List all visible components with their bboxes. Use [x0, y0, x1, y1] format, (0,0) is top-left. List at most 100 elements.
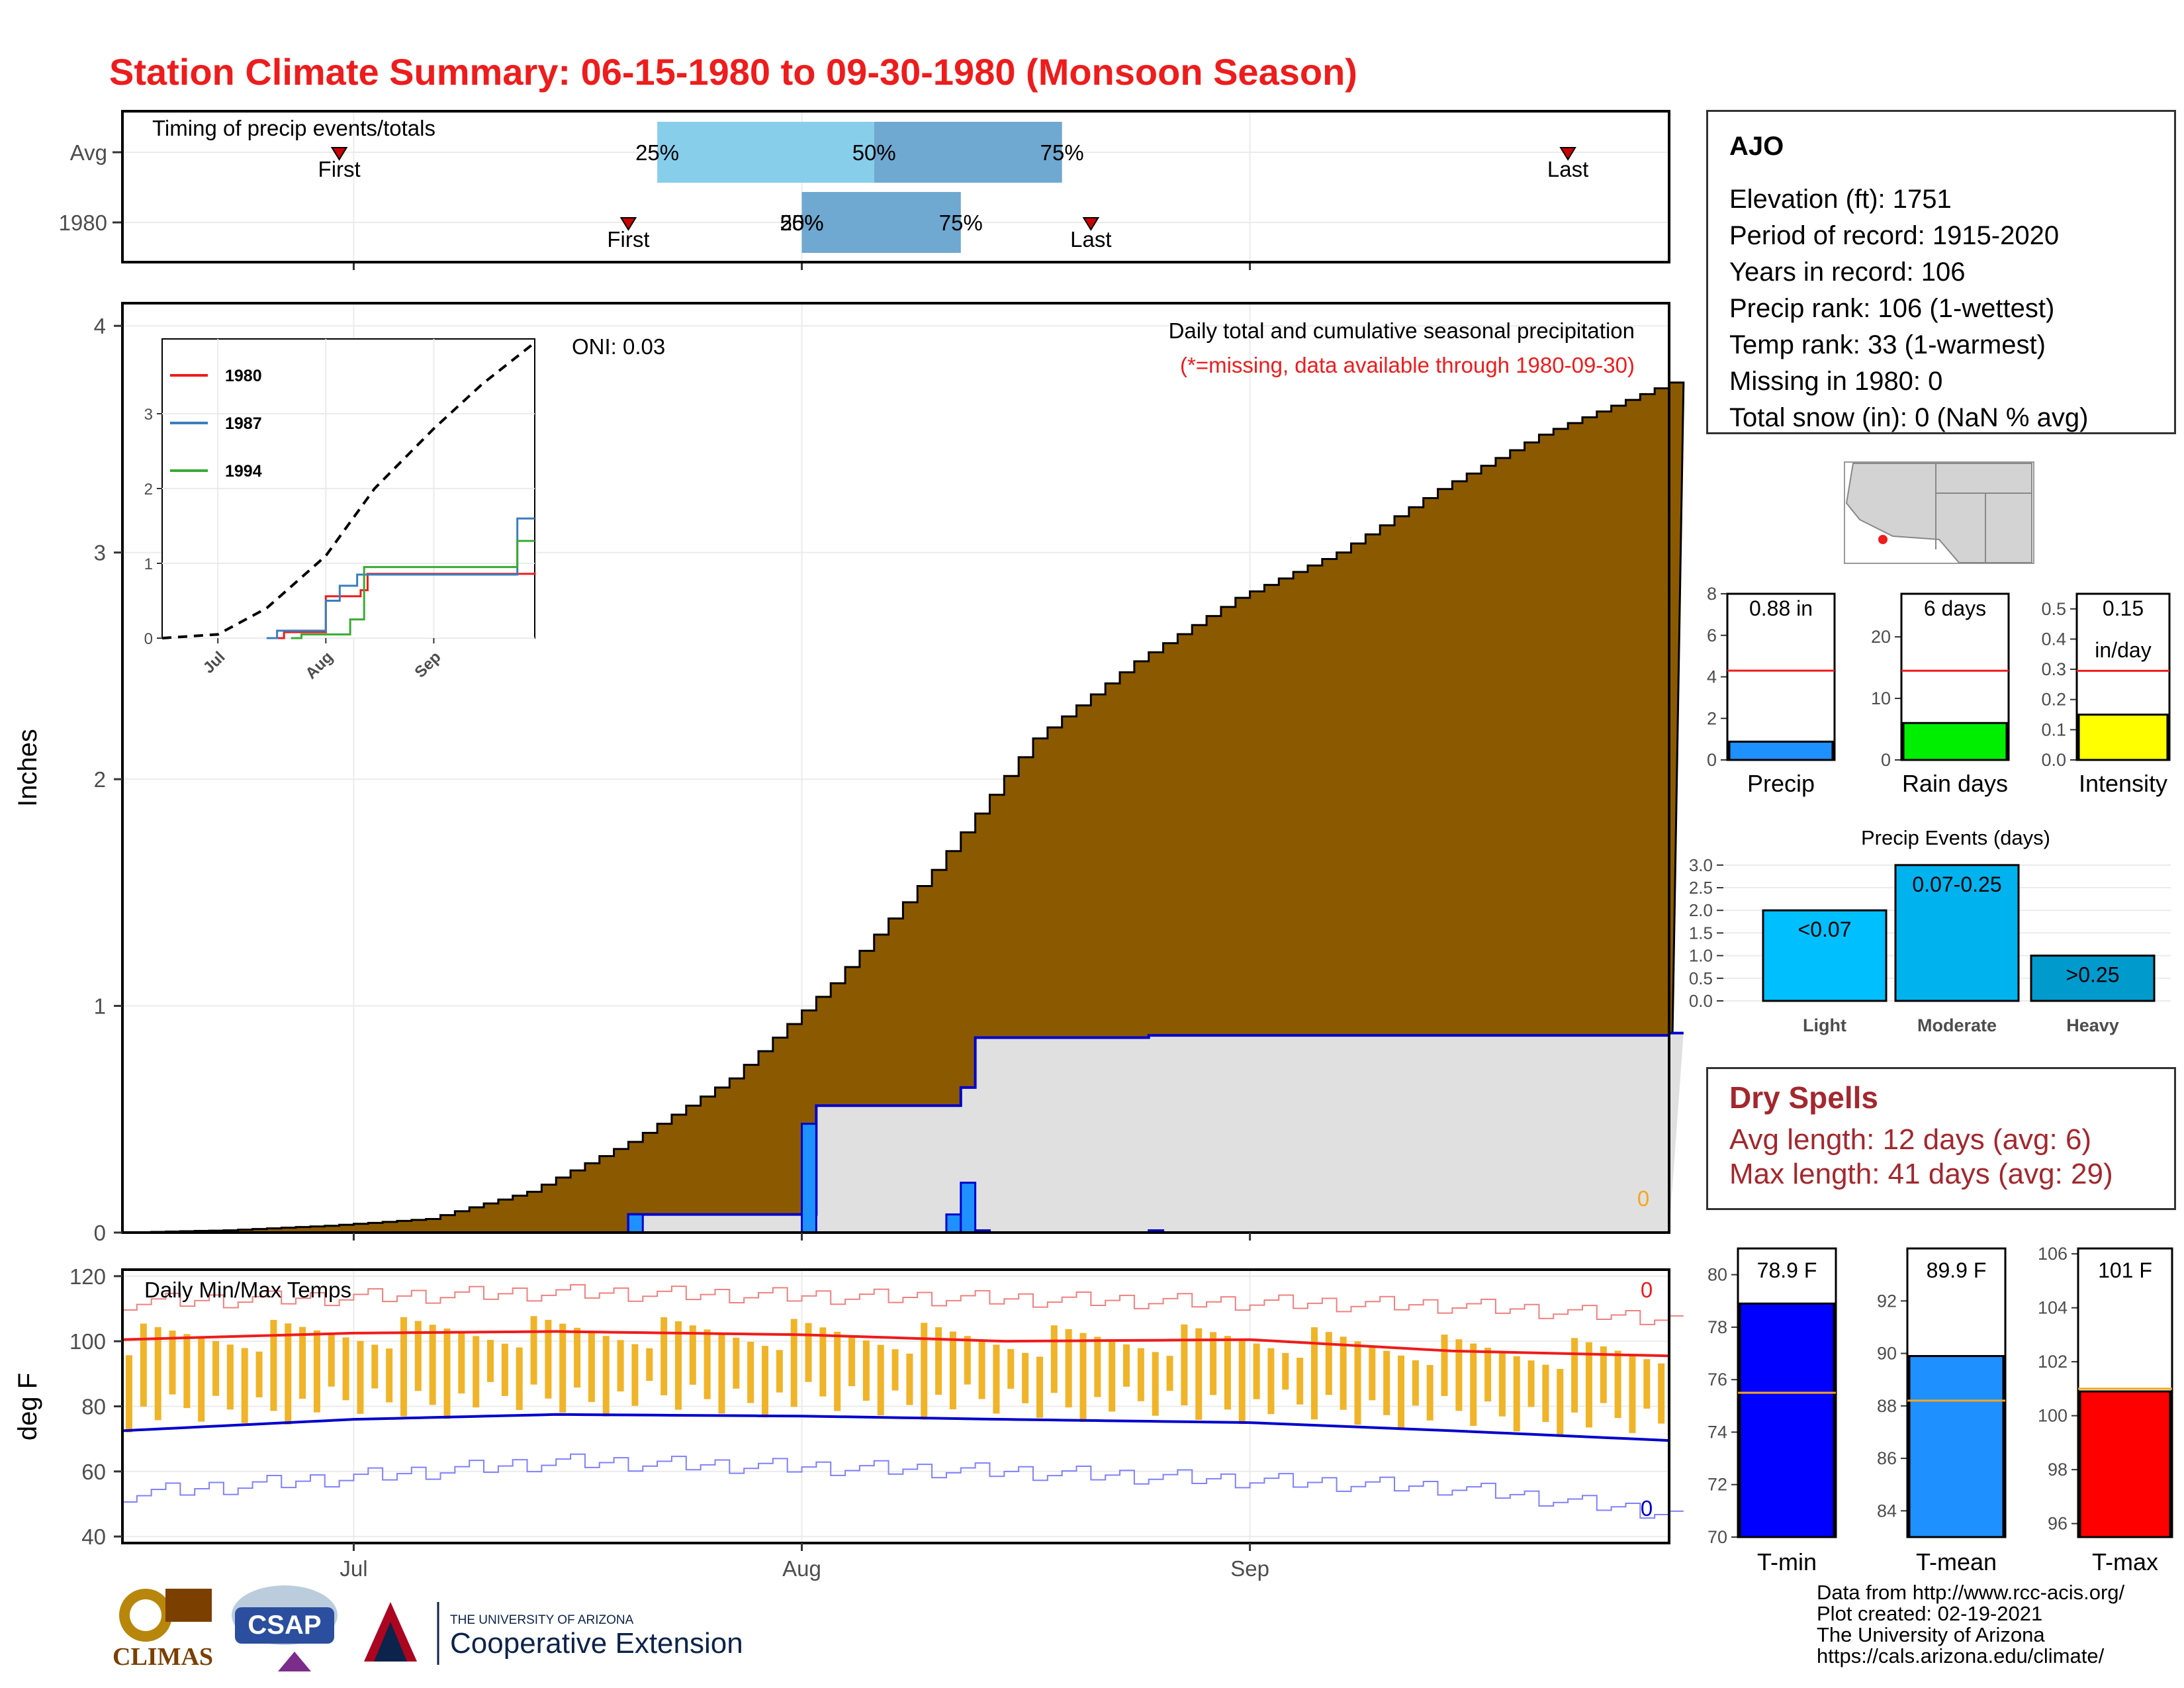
temp-daily-bar — [1297, 1357, 1304, 1405]
summary-value-label: 0.15 — [2103, 596, 2144, 620]
summary-bar-charts: 0 2 4 6 8 0.88 in Precip 0 10 20 6 days Rain days 0.… — [1707, 584, 2171, 797]
temp-daily-bar — [1426, 1365, 1433, 1421]
temp-daily-bar — [993, 1344, 1000, 1414]
temp-daily-bar — [949, 1331, 956, 1409]
temp-daily-bar — [1455, 1339, 1463, 1411]
temp-ytick-label: 80 — [81, 1395, 106, 1419]
summary-ytick-label: 0.4 — [2041, 629, 2066, 649]
temp-xtick-label: Sep — [1230, 1556, 1269, 1581]
timing-first-marker — [619, 217, 637, 231]
events-category-label: Heavy — [2066, 1015, 2119, 1035]
temp-daily-bar — [1253, 1343, 1260, 1399]
inset-xtick-label: Jul — [200, 648, 229, 677]
tempbar-ytick-label: 70 — [1707, 1527, 1727, 1547]
credit-line: Data from http://www.rcc-acis.org/ — [1817, 1581, 2125, 1604]
temp-daily-bar — [776, 1350, 783, 1393]
summary-ytick-label: 0.2 — [2041, 690, 2066, 710]
inset-legend-label: 1987 — [225, 414, 262, 433]
temp-daily-bar — [516, 1347, 523, 1411]
temp-daily-bar — [834, 1331, 841, 1411]
temp-xtick-label: Jul — [340, 1556, 367, 1581]
temp-daily-bar — [617, 1340, 624, 1391]
temp-daily-bar — [964, 1336, 971, 1385]
temp-daily-bar — [574, 1327, 581, 1388]
temp-daily-bar — [1484, 1348, 1492, 1402]
temp-daily-bar — [1065, 1329, 1072, 1408]
temp-daily-bar — [1658, 1363, 1665, 1424]
dry-spells-avg: Avg length: 12 days (avg: 6) — [1729, 1123, 2092, 1156]
precip-ytick-label: 0 — [94, 1221, 106, 1245]
temp-daily-bar — [1079, 1333, 1087, 1423]
temp-daily-bar — [400, 1317, 407, 1417]
summary-ytick-label: 0 — [1707, 750, 1717, 770]
temp-daily-bar — [1527, 1360, 1535, 1407]
temp-daily-bar — [1267, 1348, 1275, 1415]
timing-p25-label: 25% — [780, 211, 824, 235]
temp-daily-bar — [1585, 1342, 1592, 1428]
temp-daily-bar — [473, 1336, 480, 1408]
dry-spells-box: Dry Spells Avg length: 12 days (avg: 6) … — [1706, 1067, 2176, 1210]
timing-last-marker — [1082, 217, 1100, 231]
timing-label: Timing of precip events/totals — [152, 116, 435, 140]
station-temp-rank: Temp rank: 33 (1-warmest) — [1729, 330, 2046, 359]
precip-daily-bar — [945, 1213, 962, 1234]
events-bar-label: >0.25 — [2066, 963, 2120, 987]
inset-chart: 0 1 2 3 Jul Aug Sep 1980 1987 1994 — [144, 338, 536, 682]
temp-label: Daily Min/Max Temps — [144, 1278, 351, 1302]
temp-daily-bar — [386, 1348, 393, 1403]
temp-daily-bar — [140, 1323, 147, 1407]
temp-daily-bar — [646, 1348, 653, 1382]
events-ytick-label: 0.0 — [1689, 991, 1713, 1011]
station-period: Period of record: 1915-2020 — [1729, 221, 2060, 250]
summary-value-label: 6 days — [1924, 596, 1986, 620]
temp-daily-bar — [342, 1337, 349, 1401]
station-precip-rank: Precip rank: 106 (1-wettest) — [1729, 294, 2055, 323]
inset-xtick-label: Aug — [302, 648, 336, 682]
tempbar-t-min — [1739, 1302, 1835, 1538]
temp-ytick-label: 40 — [81, 1524, 106, 1549]
ua-small-text: THE UNIVERSITY OF ARIZONA — [450, 1613, 634, 1627]
timing-row-label: Avg — [70, 140, 107, 165]
events-ytick-label: 1.0 — [1689, 946, 1713, 966]
credit-line: Plot created: 02-19-2021 — [1817, 1602, 2043, 1625]
university-of-arizona-logo: THE UNIVERSITY OF ARIZONA Cooperative Ex… — [364, 1602, 743, 1665]
precip-daily-bar — [627, 1213, 644, 1234]
temp-daily-bar — [285, 1323, 292, 1425]
credit-line: The University of Arizona — [1817, 1623, 2045, 1646]
timing-row-label: 1980 — [59, 211, 107, 235]
station-elevation: Elevation (ft): 1751 — [1729, 185, 1952, 214]
page-title: Station Climate Summary: 06-15-1980 to 0… — [109, 51, 1357, 93]
precip-ytick-label: 3 — [94, 541, 106, 565]
temp-daily-bar — [1238, 1339, 1246, 1425]
temp-daily-bar — [501, 1343, 508, 1396]
precip-avg-area — [122, 381, 1685, 1234]
precip-events-title: Precip Events (days) — [1861, 826, 2050, 849]
events-bar-heavy — [2030, 955, 2156, 1002]
station-location-marker — [1878, 535, 1888, 544]
precip-ytick-label: 4 — [94, 314, 106, 338]
temp-daily-bar — [1614, 1350, 1621, 1419]
temp-daily-bar — [877, 1344, 884, 1416]
temp-daily-bar — [255, 1351, 263, 1397]
timing-p75-label: 75% — [939, 211, 983, 235]
temp-daily-bar — [1498, 1352, 1506, 1417]
temp-daily-bar — [1629, 1354, 1636, 1433]
temp-daily-bar — [212, 1340, 220, 1396]
temp-daily-bar — [1310, 1327, 1318, 1420]
station-info-box: AJO Elevation (ft): 1751 Period of recor… — [1706, 110, 2176, 434]
events-bar-label: 0.07-0.25 — [1912, 872, 2001, 896]
summary-bar-rain-days — [1902, 722, 2008, 761]
temp-daily-bar — [733, 1337, 740, 1389]
temp-daily-bar — [458, 1332, 465, 1394]
temp-ytick-label: 60 — [81, 1460, 106, 1484]
temp-bar-charts: 70 72 74 76 78 80 78.9 F T-min 84 86 88 90 92 89.9 F T… — [1707, 1244, 2173, 1575]
temp-daily-bar — [790, 1319, 797, 1407]
temp-ytick-label: 100 — [69, 1329, 106, 1354]
tempbar-ytick-label: 86 — [1877, 1448, 1897, 1468]
temp-daily-bar — [906, 1353, 913, 1405]
temp-daily-bar — [357, 1340, 364, 1414]
inset-ytick-label: 1 — [144, 555, 153, 573]
temp-daily-bar — [891, 1349, 899, 1391]
events-ytick-label: 0.5 — [1689, 968, 1713, 988]
